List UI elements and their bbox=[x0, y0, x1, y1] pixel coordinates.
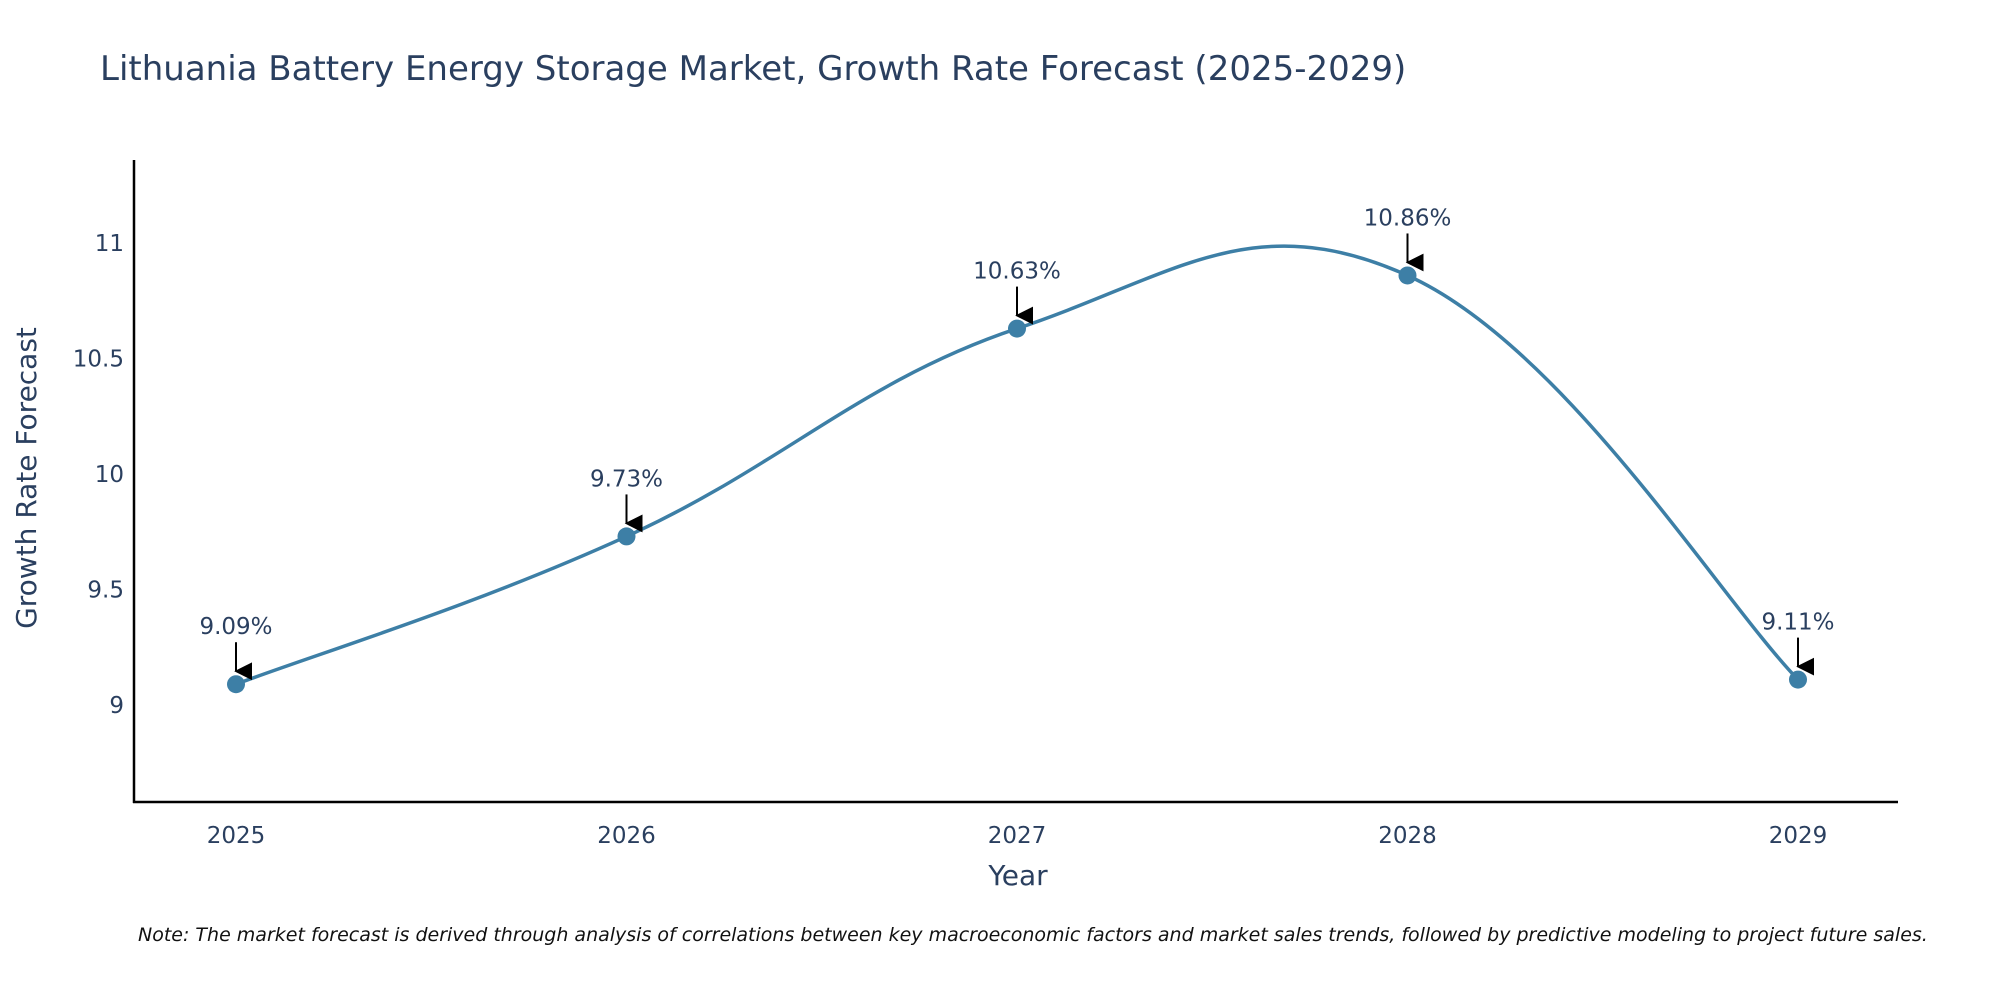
y-tick-label: 9 bbox=[109, 693, 124, 719]
x-tick-label: 2026 bbox=[597, 823, 656, 849]
data-point bbox=[617, 527, 636, 546]
x-axis-ticks: 2025 2026 2027 2028 2029 bbox=[207, 823, 1828, 849]
data-label: 10.63% bbox=[973, 259, 1061, 285]
y-tick-label: 9.5 bbox=[87, 578, 124, 604]
x-tick-label: 2028 bbox=[1378, 823, 1437, 849]
data-point bbox=[1008, 319, 1026, 338]
y-tick-label: 10.5 bbox=[73, 347, 124, 373]
data-point bbox=[227, 675, 245, 694]
data-markers bbox=[227, 266, 1807, 694]
data-label: 9.11% bbox=[1761, 610, 1834, 636]
y-tick-label: 10 bbox=[95, 462, 124, 488]
y-axis-ticks: 9 9.5 10 10.5 11 bbox=[73, 231, 124, 719]
series-line bbox=[235, 244, 1800, 686]
x-axis-title: Year bbox=[987, 859, 1048, 892]
data-labels: 9.09% 9.73% 10.63% 10.86% 9.11% bbox=[199, 205, 1835, 681]
footnote: Note: The market forecast is derived thr… bbox=[138, 924, 1928, 946]
axes bbox=[132, 160, 1898, 804]
x-tick-label: 2027 bbox=[988, 823, 1047, 849]
x-tick-label: 2029 bbox=[1769, 823, 1828, 849]
chart-title: Lithuania Battery Energy Storage Market,… bbox=[100, 49, 1406, 89]
y-axis-title: Growth Rate Forecast bbox=[10, 327, 43, 629]
y-tick-label: 11 bbox=[95, 231, 124, 257]
data-label: 9.73% bbox=[590, 466, 663, 492]
data-label: 9.09% bbox=[199, 614, 272, 640]
x-tick-label: 2025 bbox=[207, 823, 266, 849]
data-point bbox=[1398, 266, 1417, 285]
data-label: 10.86% bbox=[1364, 205, 1452, 231]
data-point bbox=[1789, 670, 1807, 689]
